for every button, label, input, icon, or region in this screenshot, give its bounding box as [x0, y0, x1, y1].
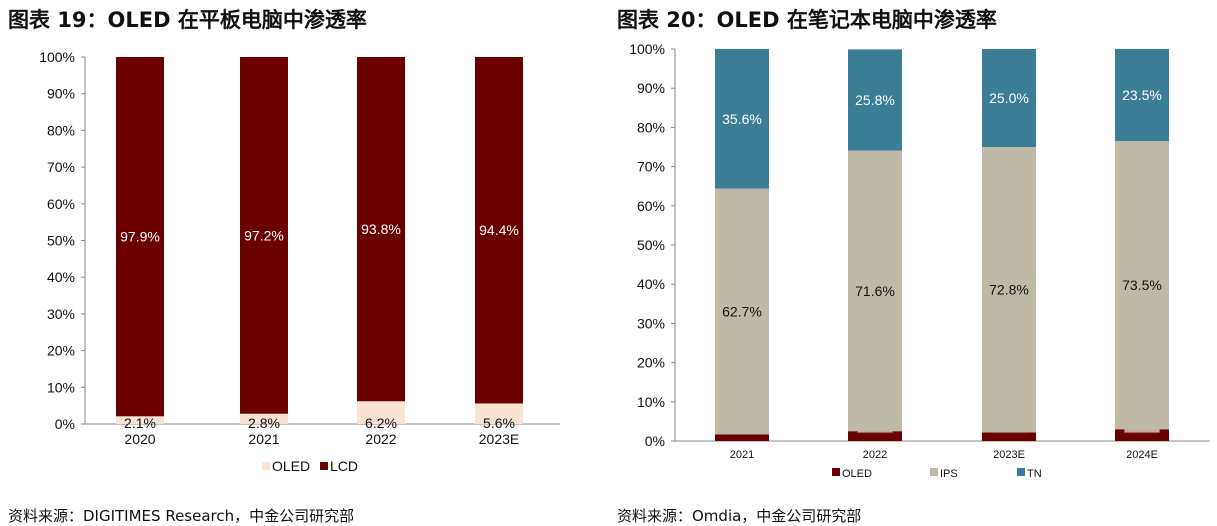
- data-label: 25.0%: [989, 90, 1029, 106]
- legend-swatch-oled: [262, 462, 270, 470]
- bar-oled: [475, 403, 523, 424]
- source-right: 资料来源：Omdia，中金公司研究部: [617, 507, 862, 525]
- y-tick-label: 40%: [637, 276, 665, 292]
- data-label: 35.6%: [722, 111, 762, 127]
- y-tick-label: 0%: [55, 416, 75, 432]
- bar-oled: [116, 416, 164, 424]
- bar-tn: [848, 49, 902, 151]
- bar-ips: [715, 188, 769, 435]
- legend-swatch-lcd: [320, 462, 328, 470]
- legend-swatch-tn: [1017, 468, 1025, 476]
- data-label: 2.8%: [248, 415, 280, 431]
- bar-tn: [715, 49, 769, 189]
- legend-label: LCD: [330, 458, 358, 474]
- data-label: 94.4%: [479, 222, 519, 238]
- data-label: 25.8%: [855, 92, 895, 108]
- source-left: 资料来源：DIGITIMES Research，中金公司研究部: [8, 507, 355, 525]
- legend-label: IPS: [940, 468, 958, 480]
- y-tick-label: 0%: [645, 433, 665, 449]
- y-tick-label: 70%: [637, 159, 665, 175]
- bar-ips: [982, 147, 1036, 433]
- y-tick-label: 20%: [47, 343, 75, 359]
- y-tick-label: 10%: [637, 394, 665, 410]
- x-tick-label: 2024E: [1126, 449, 1158, 461]
- bar-oled: [848, 431, 902, 441]
- legend-label: OLED: [842, 468, 872, 480]
- bar-oled: [240, 413, 288, 424]
- y-tick-label: 20%: [637, 355, 665, 371]
- x-tick-label: 2022: [365, 431, 396, 447]
- data-label: 2.1%: [124, 415, 156, 431]
- x-tick-label: 2023E: [993, 449, 1025, 461]
- legend-label: OLED: [272, 458, 310, 474]
- data-label: 6.2%: [365, 415, 397, 431]
- bar-oled: [357, 401, 405, 424]
- y-tick-label: 30%: [47, 306, 75, 322]
- bar-lcd: [240, 57, 288, 414]
- data-label: 93.8%: [361, 221, 401, 237]
- bar-lcd: [116, 57, 164, 417]
- y-tick-label: 80%: [637, 119, 665, 135]
- bar-lcd: [475, 57, 523, 404]
- y-tick-label: 60%: [47, 196, 75, 212]
- bar-lcd: [357, 57, 405, 402]
- bar-oled: [982, 432, 1036, 441]
- y-tick-label: 100%: [39, 49, 75, 65]
- data-label: 71.6%: [855, 283, 895, 299]
- bar-oled: [1115, 429, 1169, 441]
- bar-ips: [1115, 141, 1169, 430]
- legend-swatch-oled: [832, 468, 840, 476]
- bar-tn: [1115, 49, 1169, 142]
- bar-oled: [715, 434, 769, 441]
- legend-swatch-ips: [930, 468, 938, 476]
- chart-title-right: 图表 20：OLED 在笔记本电脑中渗透率: [617, 8, 997, 32]
- x-tick-label: 2020: [124, 431, 155, 447]
- data-label: 97.9%: [120, 229, 160, 245]
- chart-title-left: 图表 19：OLED 在平板电脑中渗透率: [8, 8, 367, 32]
- y-tick-label: 60%: [637, 198, 665, 214]
- data-label: 73.5%: [1122, 277, 1162, 293]
- y-tick-label: 100%: [629, 41, 665, 57]
- bar-ips: [848, 150, 902, 432]
- x-tick-label: 2021: [730, 449, 754, 461]
- data-label: 72.8%: [989, 282, 1029, 298]
- y-tick-label: 40%: [47, 269, 75, 285]
- y-tick-label: 70%: [47, 159, 75, 175]
- x-tick-label: 2021: [248, 431, 279, 447]
- y-tick-label: 90%: [637, 80, 665, 96]
- data-label: 97.2%: [244, 227, 284, 243]
- x-tick-label: 2023E: [479, 431, 519, 447]
- data-label: 23.5%: [1122, 87, 1162, 103]
- y-tick-label: 80%: [47, 122, 75, 138]
- y-tick-label: 50%: [637, 237, 665, 253]
- y-tick-label: 90%: [47, 86, 75, 102]
- bar-tn: [982, 49, 1036, 147]
- y-tick-label: 50%: [47, 233, 75, 249]
- y-tick-label: 10%: [47, 379, 75, 395]
- data-label: 62.7%: [722, 303, 762, 319]
- data-label: 5.6%: [483, 415, 515, 431]
- y-tick-label: 30%: [637, 315, 665, 331]
- x-tick-label: 2022: [863, 449, 887, 461]
- legend-label: TN: [1027, 468, 1042, 480]
